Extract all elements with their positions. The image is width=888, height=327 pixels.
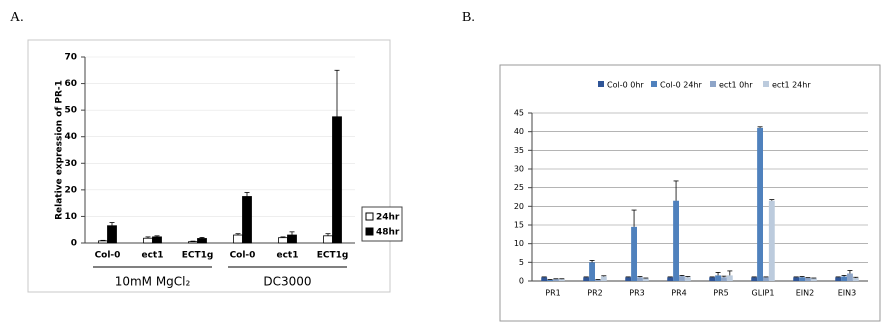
legend-swatch (598, 81, 604, 87)
bar (642, 278, 649, 281)
bar (709, 277, 716, 281)
y-tick-label: 5 (519, 258, 524, 267)
y-tick-label: 20 (514, 202, 524, 211)
x-tick-label: GLIP1 (752, 289, 775, 298)
bar (625, 277, 632, 281)
y-tick-label: 35 (514, 146, 524, 155)
bar (715, 275, 721, 281)
bar (810, 278, 817, 281)
y-tick-label: 30 (514, 165, 524, 174)
y-tick-label: 70 (64, 53, 77, 63)
y-tick-label: 50 (64, 106, 77, 116)
y-tick-label: 0 (71, 239, 77, 249)
legend-label: 24hr (376, 213, 400, 223)
legend-label: 48hr (376, 228, 400, 238)
x-tick-label: ECT1g (182, 251, 214, 261)
x-tick-label: EIN2 (796, 289, 815, 298)
bar (679, 276, 685, 281)
panel-a-frame (27, 39, 391, 293)
bar (332, 116, 342, 244)
y-tick-label: 25 (514, 183, 524, 192)
y-tick-label: 60 (64, 79, 77, 89)
bar (600, 276, 607, 281)
legend-label: Col-0 24hr (660, 81, 702, 90)
bar (726, 275, 733, 281)
bar (278, 237, 288, 244)
x-tick-label: PR4 (671, 289, 686, 298)
panel-b-frame (499, 64, 881, 322)
x-tick-label: ECT1g (317, 251, 349, 261)
bar (287, 234, 297, 244)
x-tick-label: ect1 (141, 251, 163, 261)
bar (143, 237, 153, 244)
bar (637, 277, 643, 281)
legend-swatch (651, 81, 657, 87)
legend-swatch (763, 81, 769, 87)
bar (188, 241, 198, 244)
y-tick-label: 30 (64, 159, 77, 169)
y-tick-label: 10 (64, 212, 77, 222)
bar (667, 277, 674, 281)
bar (558, 279, 565, 281)
bar (721, 277, 727, 281)
bar (835, 277, 842, 281)
bar (757, 127, 763, 281)
bar (847, 273, 853, 281)
y-tick-label: 0 (519, 277, 524, 286)
bar (684, 277, 691, 281)
bar (233, 234, 243, 244)
bar (793, 277, 800, 281)
y-tick-label: 20 (64, 185, 77, 195)
bar (852, 278, 859, 281)
bar (841, 276, 847, 281)
bar (589, 262, 595, 281)
bar (595, 279, 601, 281)
legend-label: ect1 0hr (719, 81, 753, 90)
legend-swatch (710, 81, 716, 87)
y-tick-label: 10 (514, 239, 524, 248)
bar (242, 196, 252, 244)
legend-label: ect1 24hr (772, 81, 811, 90)
bar (763, 277, 769, 281)
group-label: 10mM MgCl₂ (115, 275, 191, 289)
y-tick-label: 40 (514, 127, 524, 136)
bar (768, 200, 775, 281)
legend-label: Col-0 0hr (607, 81, 644, 90)
y-tick-label: 45 (514, 109, 524, 118)
bar (805, 278, 811, 281)
y-tick-label: 15 (514, 221, 524, 230)
bar (751, 277, 758, 281)
bar (323, 235, 333, 244)
legend-swatch (365, 227, 374, 236)
x-tick-label: PR3 (629, 289, 644, 298)
x-tick-label: ect1 (276, 251, 298, 261)
panel-label: B. (462, 10, 475, 25)
x-tick-label: PR1 (545, 289, 560, 298)
bar (98, 240, 108, 244)
x-tick-label: Col-0 (95, 251, 121, 261)
bar (553, 279, 559, 281)
y-axis-label: Relative expression of PR-1 (55, 80, 65, 220)
bar (547, 279, 553, 281)
bar (799, 277, 805, 281)
x-tick-label: PR5 (713, 289, 728, 298)
bar (631, 226, 637, 281)
panel-label: A. (10, 10, 24, 25)
x-tick-label: Col-0 (230, 251, 256, 261)
bar (107, 225, 117, 244)
x-tick-label: PR2 (587, 289, 602, 298)
bar (583, 277, 590, 281)
legend-swatch (365, 212, 374, 221)
bar (673, 200, 679, 281)
y-tick-label: 40 (64, 132, 77, 142)
x-tick-label: EIN3 (838, 289, 857, 298)
bar (541, 277, 548, 281)
bar (197, 238, 207, 244)
bar (152, 236, 162, 244)
group-label: DC3000 (263, 275, 311, 289)
